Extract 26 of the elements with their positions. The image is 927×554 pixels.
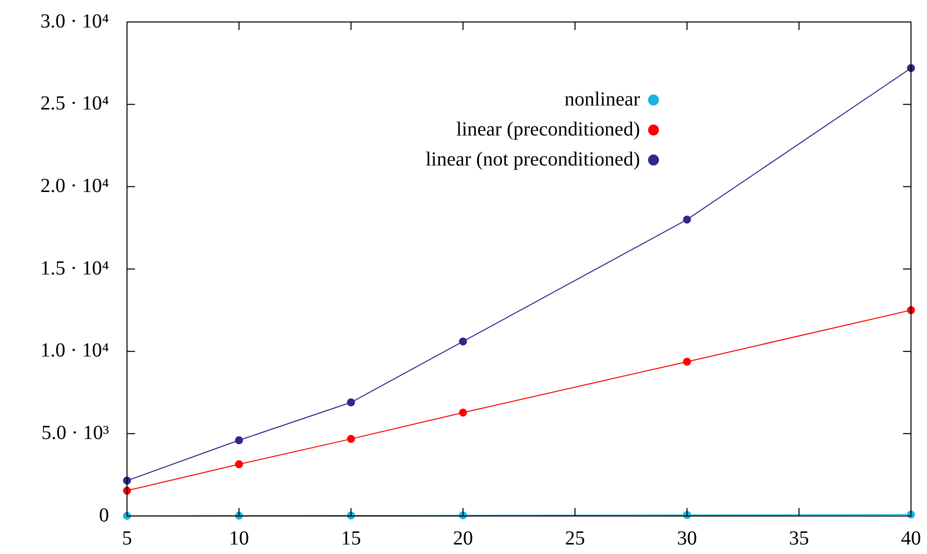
point (235, 436, 243, 444)
point (683, 216, 691, 224)
y-tick-label: 1.0 · 10⁴ (40, 340, 110, 362)
x-tick-label: 40 (901, 527, 921, 550)
y-tick-label: 0 (99, 504, 109, 526)
y-tick-label: 5.0 · 10³ (41, 422, 110, 444)
point (347, 398, 355, 406)
legend-label: nonlinear (564, 88, 640, 110)
point (347, 434, 355, 443)
y-tick-label: 1.5 · 10⁴ (40, 257, 110, 280)
x-tick-label: 10 (229, 527, 249, 550)
legend-label: linear (preconditioned) (456, 118, 640, 140)
x-tick-label: 20 (453, 527, 473, 550)
y-tick-label: 2.0 · 10⁴ (40, 174, 110, 197)
point (683, 358, 691, 366)
x-tick-label: 15 (341, 527, 361, 550)
y-tick-label: 3.0 · 10⁴ (40, 10, 110, 32)
x-tick-label: 25 (565, 527, 585, 550)
point (459, 408, 467, 417)
y-tick-label: 2.5 · 10⁴ (40, 92, 110, 115)
point (459, 337, 467, 346)
x-tick-label: 5 (122, 527, 132, 550)
legend-label: linear (not preconditioned) (426, 148, 640, 170)
x-tick-label: 30 (677, 527, 697, 550)
x-tick-label: 35 (789, 527, 809, 550)
point (235, 460, 243, 468)
